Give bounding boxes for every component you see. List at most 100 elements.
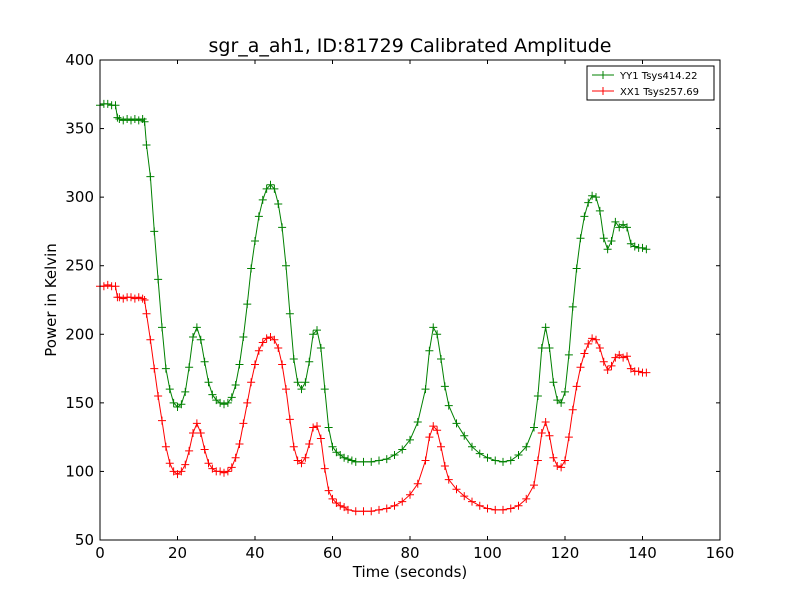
data-point	[592, 193, 600, 202]
data-point	[468, 497, 476, 506]
data-point	[200, 357, 209, 366]
chart-title: sgr_a_ah1, ID:81729 Calibrated Amplitude	[209, 35, 612, 57]
data-point	[638, 243, 647, 252]
data-point	[254, 212, 263, 221]
data-point	[440, 461, 449, 470]
data-point	[247, 264, 256, 273]
x-tick-label: 100	[473, 544, 502, 562]
data-point	[134, 293, 143, 302]
data-point	[189, 429, 197, 438]
data-point	[568, 405, 577, 414]
series-0	[96, 99, 651, 466]
data-point	[483, 504, 492, 513]
data-point	[549, 453, 558, 462]
data-point	[444, 401, 453, 410]
data-point	[231, 381, 240, 390]
data-point	[196, 429, 205, 438]
data-point	[270, 335, 279, 344]
data-point	[316, 344, 325, 352]
data-point	[623, 352, 631, 361]
x-tick-label: 0	[95, 544, 105, 562]
data-point	[140, 117, 149, 126]
data-point	[313, 326, 321, 335]
y-tick-label: 300	[65, 188, 94, 206]
data-point	[440, 382, 449, 391]
data-point	[127, 293, 135, 302]
data-point	[220, 468, 228, 477]
data-point	[425, 346, 434, 355]
data-point	[545, 431, 554, 440]
data-point	[177, 400, 186, 409]
data-point	[127, 116, 135, 125]
data-point	[483, 453, 492, 462]
data-point	[305, 440, 314, 448]
data-point	[204, 378, 213, 387]
y-tick-label: 200	[65, 325, 94, 343]
data-point	[196, 335, 205, 344]
data-point	[406, 435, 414, 444]
data-point	[231, 453, 240, 462]
data-point	[146, 172, 155, 181]
series-line	[99, 103, 647, 463]
data-point	[642, 368, 651, 377]
data-point	[103, 99, 112, 108]
data-point	[514, 450, 523, 459]
data-point	[533, 456, 542, 465]
data-point	[227, 463, 236, 472]
data-point	[607, 237, 616, 246]
data-point	[460, 492, 469, 501]
data-point	[289, 442, 298, 451]
data-point	[437, 442, 445, 451]
series-1	[96, 280, 651, 516]
x-axis-label: Time (seconds)	[352, 563, 468, 581]
data-point	[282, 261, 290, 270]
data-point	[289, 354, 298, 363]
data-point	[165, 459, 174, 468]
data-point	[336, 501, 345, 510]
data-point	[262, 184, 271, 193]
data-point	[541, 418, 550, 427]
data-point	[588, 334, 597, 343]
data-point	[530, 423, 538, 432]
y-tick-label: 250	[65, 257, 94, 275]
data-point	[320, 385, 329, 394]
data-point	[285, 309, 294, 318]
data-point	[491, 505, 500, 514]
data-point	[309, 330, 318, 339]
data-point	[576, 234, 585, 243]
data-point	[568, 302, 577, 311]
data-point	[142, 309, 151, 318]
data-point	[243, 300, 252, 309]
data-point	[169, 398, 178, 407]
data-point	[630, 242, 639, 251]
data-point	[421, 385, 430, 394]
y-tick-label: 400	[65, 51, 94, 69]
data-point	[572, 264, 581, 273]
data-point	[181, 460, 190, 469]
data-point	[564, 433, 573, 442]
x-axis: 0 20 40 60 80 100 120 140 160	[95, 60, 734, 562]
data-point	[154, 392, 163, 400]
data-point	[185, 363, 194, 372]
data-point	[475, 449, 484, 458]
x-tick-label: 40	[245, 544, 264, 562]
data-point	[557, 398, 566, 407]
data-point	[316, 434, 325, 443]
x-tick-label: 160	[706, 544, 735, 562]
data-point	[572, 382, 581, 391]
data-point	[270, 184, 279, 193]
data-point	[564, 350, 573, 359]
data-point	[398, 445, 407, 454]
data-point	[351, 507, 360, 516]
data-point	[580, 349, 589, 358]
x-tick-label: 140	[628, 544, 657, 562]
data-point	[220, 400, 228, 409]
data-point	[258, 195, 267, 204]
data-point	[111, 101, 120, 110]
data-point	[223, 398, 232, 407]
data-point	[181, 387, 190, 396]
data-point	[134, 116, 143, 125]
data-point	[99, 282, 108, 291]
data-point	[115, 293, 124, 302]
data-point	[293, 378, 302, 387]
